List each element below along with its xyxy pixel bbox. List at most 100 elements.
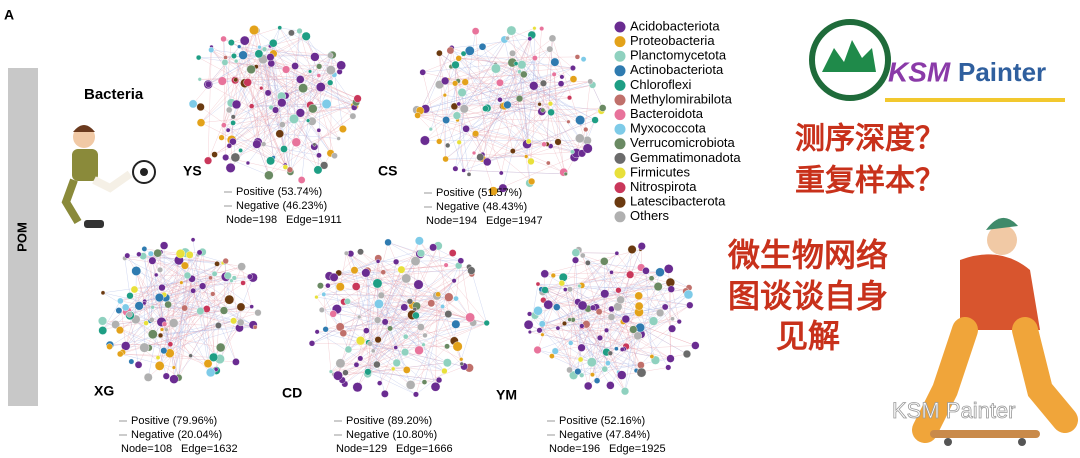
network-edge: [208, 36, 307, 85]
network-edge: [541, 286, 659, 290]
network-edge: [109, 343, 171, 346]
network-node: [161, 321, 168, 327]
network-node: [442, 93, 447, 98]
network-node: [551, 71, 557, 77]
network-edge: [422, 27, 535, 73]
network-node: [444, 310, 453, 318]
negative-text: Negative (47.84%): [559, 429, 650, 441]
network-edge: [555, 350, 579, 372]
network-edge: [378, 258, 449, 298]
network-edge: [211, 49, 319, 171]
network-edge: [581, 326, 627, 347]
network-node: [215, 342, 226, 353]
logo-painter: Painter: [958, 57, 1046, 87]
network-node: [181, 304, 188, 312]
network-node: [128, 358, 135, 365]
network-node: [451, 319, 461, 329]
network-node: [529, 81, 539, 91]
network-node: [440, 304, 445, 309]
network-node: [245, 160, 251, 166]
network-node: [220, 35, 227, 43]
network-node: [525, 138, 532, 145]
network-edge: [512, 53, 588, 149]
network-edge: [210, 277, 237, 362]
network-edge: [343, 301, 379, 340]
network-edge: [565, 119, 596, 175]
network-node: [566, 286, 573, 293]
group-label: Bacteria: [84, 86, 144, 103]
network-edge: [327, 253, 421, 286]
network-edge: [161, 275, 188, 288]
network-node: [357, 248, 364, 256]
network-node: [546, 160, 551, 166]
network-edge: [125, 303, 145, 347]
edge-count: Edge=1925: [609, 443, 666, 455]
network-edge: [228, 95, 286, 131]
network-node: [247, 273, 253, 280]
network-node: [498, 170, 504, 176]
network-edge: [281, 86, 321, 103]
network-node: [548, 34, 557, 43]
network-edge: [344, 266, 470, 385]
network-node: [392, 358, 401, 367]
network-edge: [378, 303, 424, 345]
network-edge: [378, 303, 407, 371]
network-edge: [119, 329, 179, 378]
network-node: [435, 291, 441, 298]
network-node: [229, 278, 234, 283]
network-edge: [572, 319, 581, 360]
network-node: [533, 345, 542, 354]
network-edge: [370, 371, 440, 381]
network-node: [199, 282, 207, 290]
network-edge: [437, 245, 449, 315]
node-count: Node=194: [426, 215, 477, 227]
network-edge: [360, 240, 420, 359]
network-edge: [542, 260, 576, 324]
network-node: [441, 76, 450, 85]
network-edge: [383, 247, 434, 273]
network-edge: [317, 130, 320, 170]
network-edge: [507, 38, 569, 122]
network-edge: [564, 285, 580, 324]
network-node: [336, 60, 346, 71]
network-node: [633, 331, 642, 341]
network-node: [554, 138, 562, 146]
network-node: [691, 341, 700, 350]
network-edge: [580, 337, 601, 360]
network-node: [205, 80, 212, 88]
network-edge: [129, 273, 215, 315]
network-edge: [150, 253, 207, 310]
network-edge: [166, 278, 193, 377]
network-edge: [346, 253, 474, 323]
network-edge: [308, 102, 357, 121]
network-node: [551, 347, 559, 355]
network-edge: [120, 277, 235, 302]
network-edge: [542, 334, 652, 357]
network-node: [414, 345, 424, 355]
network-edge: [475, 31, 488, 162]
network-edge: [622, 249, 633, 322]
network-edge: [378, 258, 413, 306]
network-edge: [369, 278, 407, 344]
network-node: [363, 327, 370, 334]
negative-text: Negative (10.80%): [346, 429, 437, 441]
network-edge: [526, 107, 603, 157]
network-node: [577, 356, 584, 363]
network-edge: [365, 272, 372, 372]
network-node: [682, 349, 692, 359]
logo: KSM Painter: [809, 19, 1065, 102]
network-node: [134, 361, 143, 369]
network-edge: [214, 266, 242, 275]
network-node: [240, 280, 246, 286]
network-node: [574, 54, 581, 60]
network-node: [226, 143, 233, 149]
network-node: [298, 83, 308, 94]
network-edge: [542, 334, 652, 357]
network-edge: [410, 346, 448, 386]
network-node: [550, 272, 556, 279]
network-node: [634, 291, 643, 301]
network-node: [561, 320, 568, 326]
network-edge: [214, 103, 327, 155]
network-node: [412, 391, 419, 398]
network-edge: [570, 306, 666, 344]
